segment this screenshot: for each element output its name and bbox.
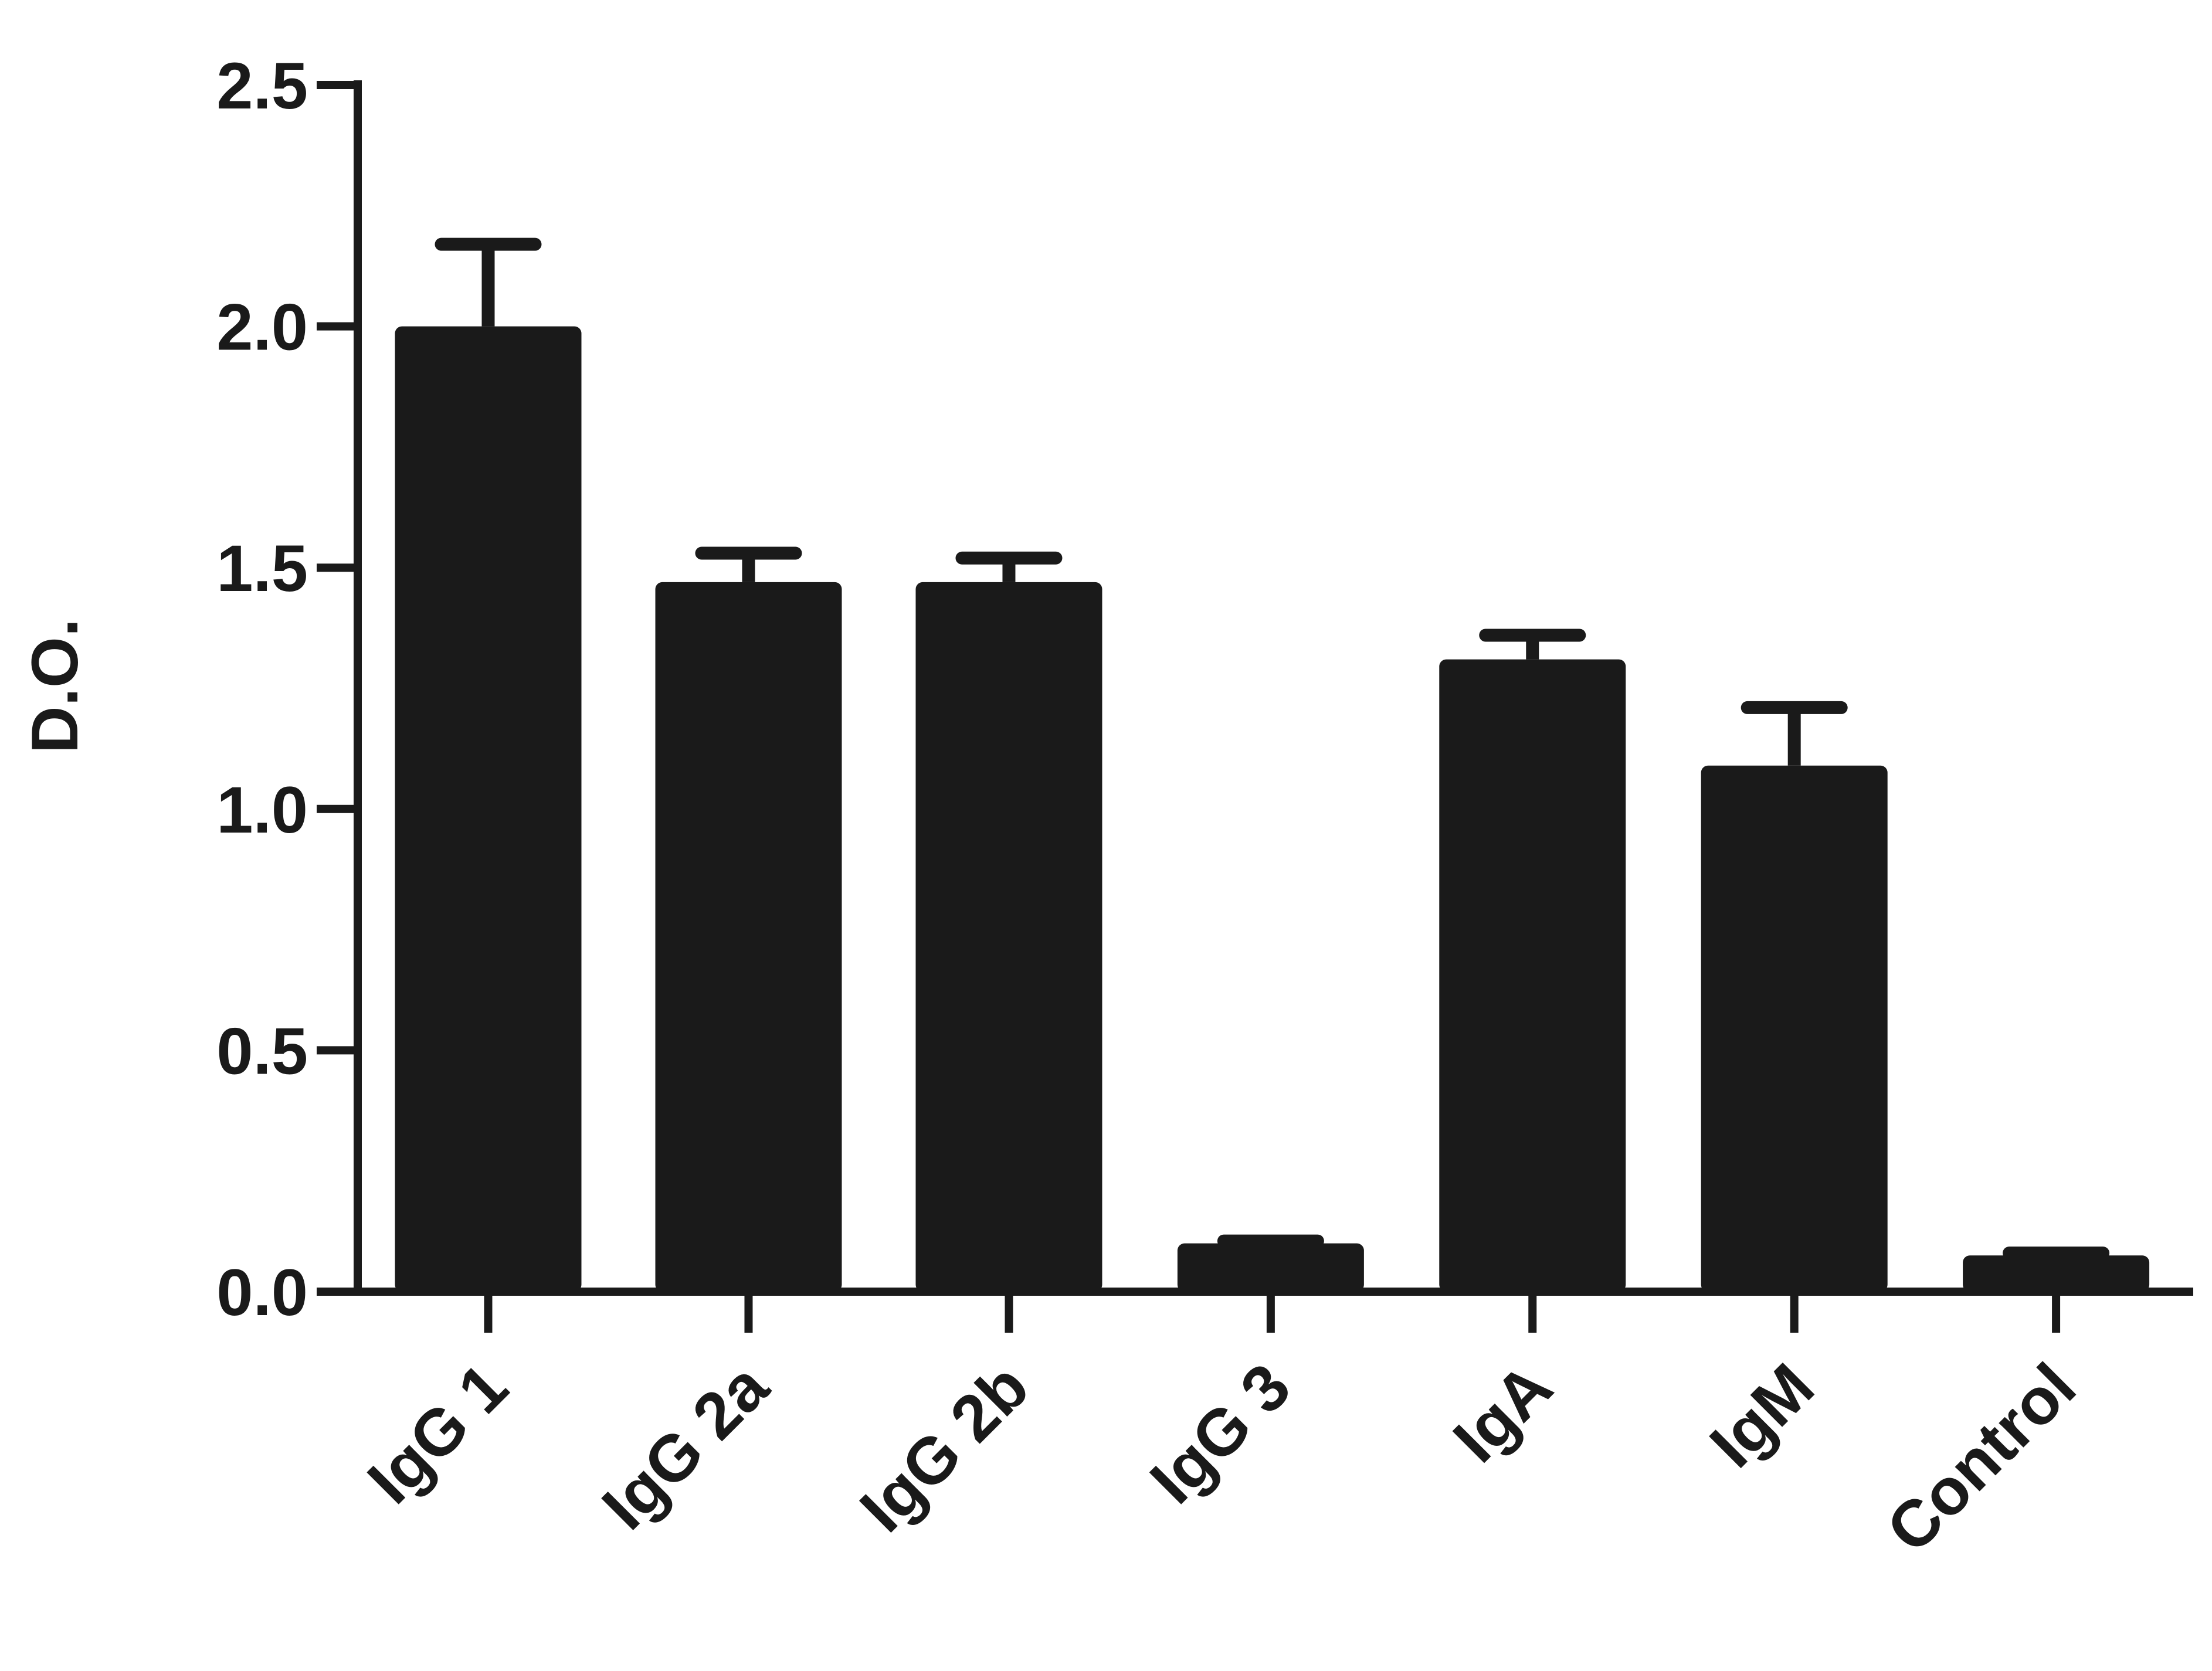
y-tick-label: 0.5 xyxy=(216,1014,308,1088)
bar xyxy=(1963,1255,2150,1292)
x-tick-label: Control xyxy=(1872,1350,2089,1567)
x-tick-label: IgG 2a xyxy=(588,1349,782,1543)
y-axis-label: D.O. xyxy=(18,619,91,753)
bar xyxy=(1701,765,1888,1292)
x-tick-label: IgM xyxy=(1696,1350,1828,1482)
bar xyxy=(1177,1243,1364,1292)
bar xyxy=(915,582,1102,1292)
bar xyxy=(1439,659,1626,1292)
x-tick-label: IgG 1 xyxy=(354,1350,521,1517)
y-tick-label: 2.5 xyxy=(216,49,308,123)
y-tick-label: 0.0 xyxy=(216,1256,308,1329)
y-tick-label: 1.5 xyxy=(216,532,308,605)
y-tick-label: 1.0 xyxy=(216,773,308,847)
bar xyxy=(655,582,842,1292)
y-tick-label: 2.0 xyxy=(216,291,308,364)
x-tick-label: IgA xyxy=(1439,1350,1566,1476)
x-tick-label: IgG 3 xyxy=(1136,1350,1304,1517)
bar xyxy=(395,326,582,1292)
x-tick-label: IgG 2b xyxy=(846,1350,1043,1546)
